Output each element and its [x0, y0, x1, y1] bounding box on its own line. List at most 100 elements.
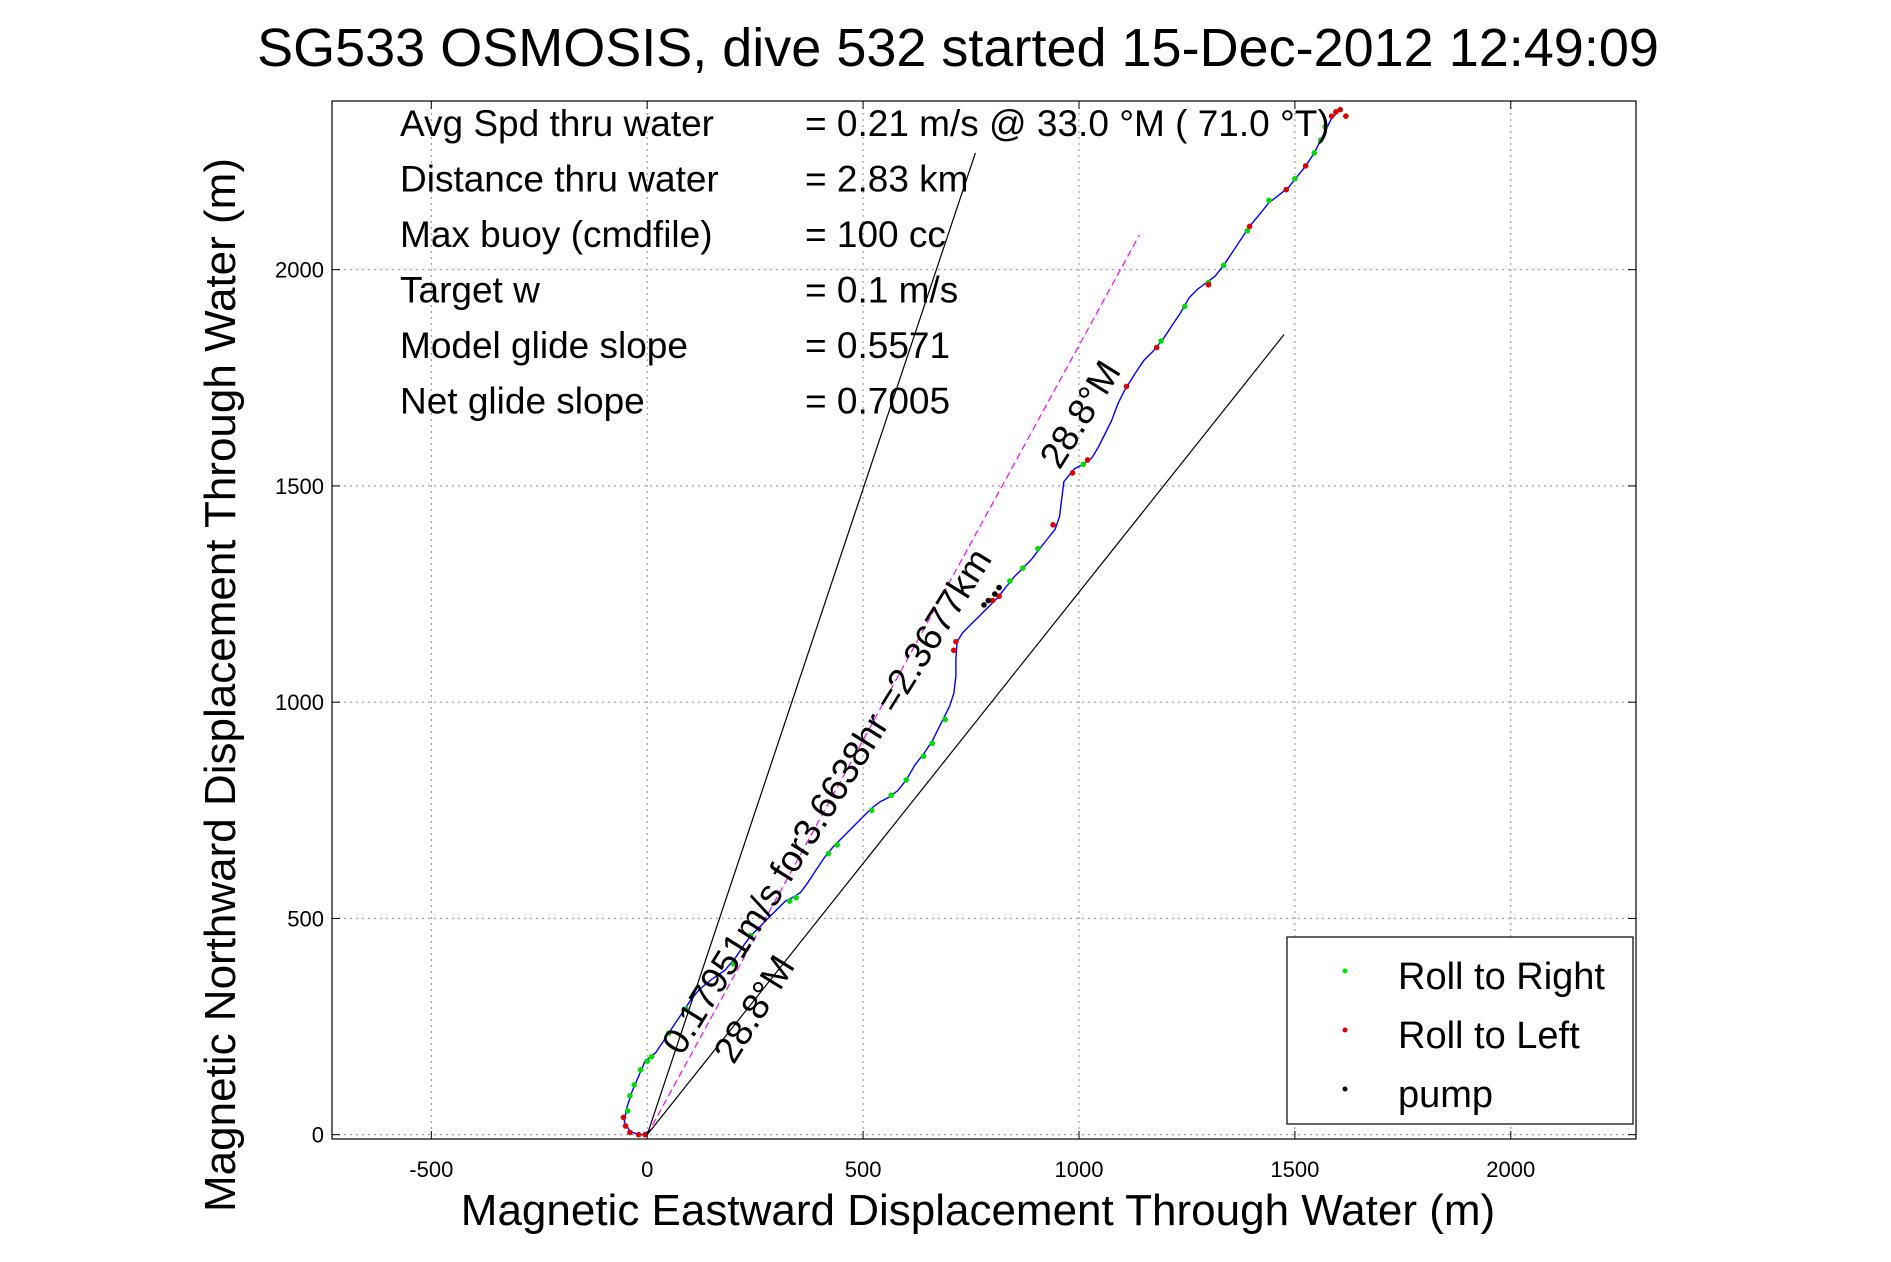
roll-right-point	[665, 1030, 672, 1036]
roll-left-point	[1123, 383, 1130, 390]
roll-right-point	[834, 842, 840, 848]
roll-right-point	[888, 792, 894, 798]
y-tick-label: 2000	[275, 258, 324, 283]
y-tick-label: 0	[312, 1123, 324, 1148]
roll-left-point	[1084, 457, 1091, 463]
roll-left-point	[635, 1131, 642, 1138]
heading-line	[646, 234, 1140, 1135]
x-tick-label: -500	[409, 1157, 453, 1182]
roll-right-point	[1080, 461, 1087, 468]
legend-label: Roll to Left	[1398, 1015, 1580, 1057]
stat-value: = 2.83 km	[805, 159, 969, 200]
stat-value: = 0.1 m/s	[805, 270, 958, 311]
roll-right-point	[793, 894, 799, 901]
roll-left-point	[1246, 223, 1253, 230]
roll-right-point	[942, 716, 948, 723]
roll-right-point	[1317, 137, 1324, 143]
stats-block: Avg Spd thru water = 0.21 m/s @ 33.0 °M (…	[400, 103, 1330, 422]
roll-right-point	[1158, 338, 1164, 344]
roll-left-point	[950, 647, 957, 654]
roll-left-point	[1069, 470, 1076, 476]
heading-line	[646, 334, 1285, 1136]
roll-right-point	[868, 807, 875, 814]
stat-label: Model glide slope	[400, 325, 688, 366]
series-lines	[623, 113, 1337, 1136]
annotations: 0.17951m/s for3.6638hr =2.3677km28.8°M28…	[654, 354, 1129, 1070]
stat-label: Max buoy (cmdfile)	[400, 214, 713, 255]
roll-left-point	[1343, 113, 1349, 119]
roll-right-point	[748, 932, 754, 939]
roll-left-point	[1328, 113, 1335, 119]
y-tick-label: 1500	[275, 474, 324, 499]
roll-right-point	[730, 961, 737, 967]
heading-line	[646, 152, 976, 1135]
roll-right-point	[825, 850, 832, 857]
legend-label: Roll to Right	[1398, 956, 1605, 998]
roll-right-point	[1007, 578, 1013, 584]
pump-point	[996, 584, 1002, 591]
roll-left-point	[996, 593, 1002, 600]
x-tick-label: 1500	[1270, 1157, 1319, 1182]
series-markers	[620, 106, 1349, 1138]
roll-right-point	[624, 1108, 631, 1114]
stat-value: = 0.5571	[805, 325, 950, 366]
roll-right-point	[1244, 227, 1251, 234]
x-tick-label: 1000	[1055, 1157, 1104, 1182]
roll-left-point	[1205, 282, 1212, 288]
roll-right-point	[1292, 176, 1298, 182]
roll-right-point	[929, 740, 935, 747]
roll-left-point	[1153, 344, 1160, 351]
chart-title: SG533 OSMOSIS, dive 532 started 15-Dec-2…	[257, 18, 1659, 78]
y-axis-label: Magnetic Northward Displacement Through …	[196, 158, 245, 1212]
legend-label: pump	[1398, 1074, 1493, 1116]
stat-label: Avg Spd thru water	[400, 103, 714, 144]
roll-left-point	[620, 1114, 627, 1121]
track-line	[623, 113, 1337, 1136]
x-tick-label: 2000	[1486, 1157, 1535, 1182]
legend-marker	[1342, 1027, 1348, 1033]
roll-right-point	[903, 777, 910, 783]
pump-point	[981, 602, 987, 608]
x-tick-label: 500	[845, 1157, 882, 1182]
stat-label: Target w	[400, 270, 540, 311]
roll-right-point	[1181, 303, 1188, 310]
roll-left-point	[1302, 163, 1309, 169]
tick-labels: -500 0 500 1000 1500 2000 0 500 1000 1500 2000	[275, 101, 1636, 1182]
roll-right-point	[648, 1054, 655, 1060]
stat-value: = 0.7005	[805, 381, 950, 422]
roll-right-point	[683, 1006, 689, 1013]
roll-right-point	[644, 1058, 651, 1064]
legend-marker	[1342, 968, 1348, 974]
pump-point	[991, 591, 998, 597]
x-tick-label: 0	[641, 1157, 653, 1182]
stat-label: Distance thru water	[400, 159, 719, 200]
y-tick-label: 500	[287, 906, 324, 931]
roll-left-point	[989, 597, 996, 604]
roll-right-point	[1035, 545, 1041, 552]
roll-right-point	[1220, 262, 1227, 269]
roll-right-point	[920, 753, 927, 760]
stat-value: = 100 cc	[805, 214, 946, 255]
roll-left-point	[642, 1131, 648, 1138]
stat-value: = 0.21 m/s @ 33.0 °M ( 71.0 °T)	[805, 103, 1330, 144]
roll-left-point	[627, 1129, 633, 1136]
roll-left-point	[622, 1123, 629, 1129]
legend: Roll to Right Roll to Left pump	[1286, 936, 1634, 1125]
y-tick-label: 1000	[275, 690, 324, 715]
slope-annotation: 0.17951m/s for3.6638hr =2.3677km	[654, 541, 1000, 1061]
roll-right-point	[1266, 197, 1272, 204]
roll-left-point	[1050, 522, 1056, 528]
roll-right-point	[1322, 124, 1328, 130]
roll-right-point	[1020, 565, 1026, 571]
roll-right-point	[631, 1082, 638, 1088]
stat-label: Net glide slope	[400, 381, 645, 422]
pump-point	[985, 597, 992, 604]
x-axis-label: Magnetic Eastward Displacement Through W…	[461, 1186, 1495, 1235]
roll-left-point	[1333, 109, 1339, 115]
roll-left-point	[1337, 106, 1344, 113]
legend-marker	[1342, 1086, 1348, 1092]
plot-frame	[331, 100, 1637, 1140]
roll-left-point	[953, 638, 959, 645]
roll-right-point	[786, 898, 793, 904]
